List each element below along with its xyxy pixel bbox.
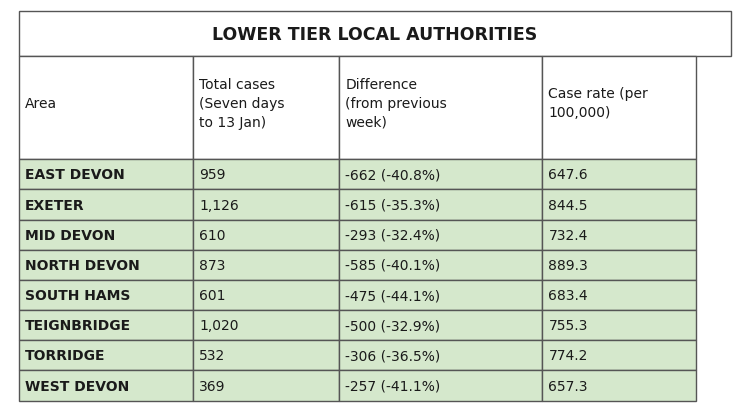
Bar <box>542 280 696 310</box>
Bar <box>19 220 194 250</box>
Bar <box>19 160 194 190</box>
Text: WEST DEVON: WEST DEVON <box>25 379 129 392</box>
Text: -615 (-35.3%): -615 (-35.3%) <box>345 198 441 212</box>
Bar <box>194 280 339 310</box>
Text: 532: 532 <box>200 349 226 363</box>
Text: 844.5: 844.5 <box>548 198 588 212</box>
Bar <box>339 340 542 370</box>
Bar <box>194 250 339 280</box>
Bar <box>339 370 542 401</box>
Bar <box>194 220 339 250</box>
Text: 610: 610 <box>200 228 226 242</box>
Text: 647.6: 647.6 <box>548 168 588 182</box>
Bar <box>339 220 542 250</box>
Bar <box>19 370 194 401</box>
Text: Total cases
(Seven days
to 13 Jan): Total cases (Seven days to 13 Jan) <box>200 78 285 129</box>
Bar <box>542 370 696 401</box>
Text: 873: 873 <box>200 258 226 272</box>
Text: LOWER TIER LOCAL AUTHORITIES: LOWER TIER LOCAL AUTHORITIES <box>212 26 538 44</box>
Text: 774.2: 774.2 <box>548 349 588 363</box>
Bar <box>542 160 696 190</box>
Text: 657.3: 657.3 <box>548 379 588 392</box>
Text: -257 (-41.1%): -257 (-41.1%) <box>345 379 441 392</box>
Text: EAST DEVON: EAST DEVON <box>25 168 124 182</box>
Bar <box>194 190 339 220</box>
Bar <box>19 190 194 220</box>
Bar <box>542 310 696 340</box>
Bar <box>19 310 194 340</box>
Bar <box>339 190 542 220</box>
Text: 1,020: 1,020 <box>200 318 238 332</box>
Text: Case rate (per
100,000): Case rate (per 100,000) <box>548 87 648 120</box>
Bar <box>542 340 696 370</box>
Bar <box>19 340 194 370</box>
Text: 732.4: 732.4 <box>548 228 588 242</box>
Bar <box>542 250 696 280</box>
Bar <box>339 250 542 280</box>
Bar <box>339 310 542 340</box>
Text: MID DEVON: MID DEVON <box>25 228 115 242</box>
Bar <box>339 280 542 310</box>
Text: 683.4: 683.4 <box>548 288 588 302</box>
Bar <box>339 160 542 190</box>
Text: 889.3: 889.3 <box>548 258 588 272</box>
Bar <box>339 57 542 160</box>
Text: 1,126: 1,126 <box>200 198 239 212</box>
Text: EXETER: EXETER <box>25 198 84 212</box>
Text: 601: 601 <box>200 288 226 302</box>
Text: NORTH DEVON: NORTH DEVON <box>25 258 140 272</box>
Text: 959: 959 <box>200 168 226 182</box>
Text: -662 (-40.8%): -662 (-40.8%) <box>345 168 441 182</box>
Bar <box>194 340 339 370</box>
Text: -500 (-32.9%): -500 (-32.9%) <box>345 318 440 332</box>
Bar <box>194 57 339 160</box>
Bar <box>542 190 696 220</box>
Text: Area: Area <box>25 96 57 110</box>
Text: 755.3: 755.3 <box>548 318 588 332</box>
Bar <box>19 12 731 57</box>
Text: -293 (-32.4%): -293 (-32.4%) <box>345 228 440 242</box>
Bar <box>19 280 194 310</box>
Text: TEIGNBRIDGE: TEIGNBRIDGE <box>25 318 130 332</box>
Bar <box>542 220 696 250</box>
Bar <box>19 250 194 280</box>
Bar <box>19 57 194 160</box>
Text: Difference
(from previous
week): Difference (from previous week) <box>345 78 447 129</box>
Text: SOUTH HAMS: SOUTH HAMS <box>25 288 130 302</box>
Text: -306 (-36.5%): -306 (-36.5%) <box>345 349 441 363</box>
Text: -585 (-40.1%): -585 (-40.1%) <box>345 258 441 272</box>
Bar <box>194 370 339 401</box>
Text: -475 (-44.1%): -475 (-44.1%) <box>345 288 440 302</box>
Text: 369: 369 <box>200 379 226 392</box>
Text: TORRIDGE: TORRIDGE <box>25 349 105 363</box>
Bar <box>194 310 339 340</box>
Bar <box>194 160 339 190</box>
Bar <box>542 57 696 160</box>
